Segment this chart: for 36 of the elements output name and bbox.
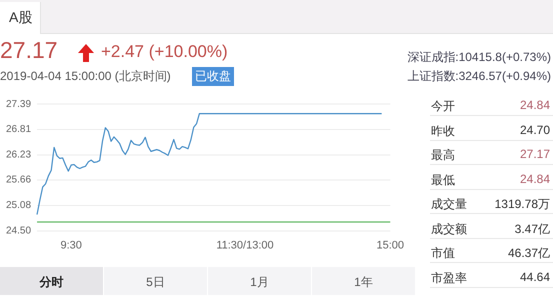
text: 昨收 xyxy=(431,122,455,140)
text: 24.84 xyxy=(520,172,550,186)
text: 5日 xyxy=(145,274,166,291)
text: 3.47亿 xyxy=(514,220,550,238)
text: 46.37亿 xyxy=(508,245,550,262)
text: 市盈率 xyxy=(431,270,467,286)
text: 27.17 xyxy=(0,37,58,64)
text: 2019-04-04 15:00:00 (北京时间) xyxy=(0,68,171,85)
text: 成交量 xyxy=(431,196,467,213)
text: A股 xyxy=(9,9,32,27)
y-tick-label: 24.50 xyxy=(6,226,32,237)
x-tick-label: 9:30 xyxy=(60,239,82,252)
text: 44.64 xyxy=(520,270,550,284)
text: 市值 xyxy=(431,245,455,262)
text: 最高 xyxy=(431,147,455,164)
text: 分时 xyxy=(38,274,64,291)
text: 成交额 xyxy=(431,220,467,238)
text: 今开 xyxy=(431,98,455,115)
y-tick-label: 27.39 xyxy=(6,98,32,110)
text: 24.70 xyxy=(520,122,550,136)
y-tick-label: 25.08 xyxy=(6,200,32,212)
x-tick-label: 11:30/13:00 xyxy=(216,239,274,252)
y-tick-label: 26.23 xyxy=(6,150,32,161)
text: 24.84 xyxy=(520,98,550,112)
y-tick-label: 26.81 xyxy=(6,124,32,136)
text: 深证成指:10415.8(+0.73%) xyxy=(407,49,551,66)
text: 27.17 xyxy=(520,147,550,161)
text: 1月 xyxy=(249,274,270,291)
text: 1319.78万 xyxy=(494,196,550,213)
y-tick-label: 25.66 xyxy=(6,174,32,186)
text: 最低 xyxy=(431,172,455,188)
text: +2.47 (+10.00%) xyxy=(101,42,228,62)
x-tick-label: 15:00 xyxy=(376,239,404,252)
text: 1年 xyxy=(353,274,374,291)
text: 已收盘 xyxy=(192,67,234,86)
text: 上证指数:3246.57(+0.94%) xyxy=(407,68,551,85)
